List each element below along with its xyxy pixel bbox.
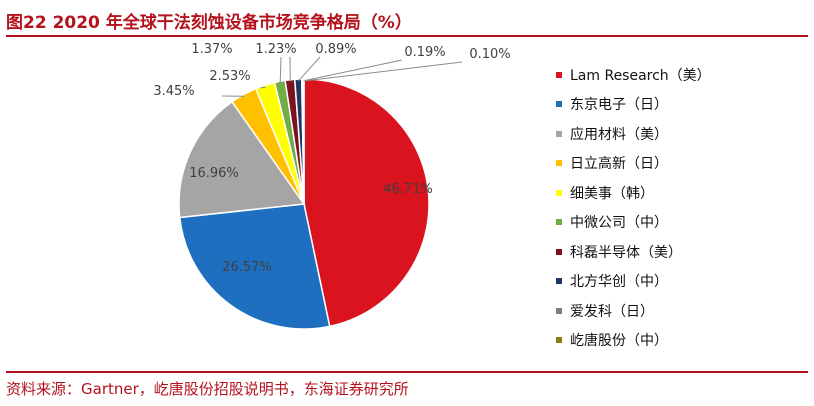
pie-chart: 46.71% 26.57% 16.96% 3.45% 2.53% 1.37% 1.23% 0.… bbox=[153, 42, 511, 330]
chart-title: 图22 2020 年全球干法刻蚀设备市场竞争格局（%） bbox=[6, 13, 412, 33]
data-label-0: 46.71% bbox=[383, 182, 433, 197]
legend-swatch bbox=[556, 160, 562, 167]
leader-line-8 bbox=[302, 59, 403, 82]
data-label-2: 16.96% bbox=[189, 166, 239, 181]
leader-line-9 bbox=[303, 61, 463, 82]
legend-swatch bbox=[556, 130, 562, 137]
legend-label: 屹唐股份（中） bbox=[570, 333, 668, 350]
legend-swatch bbox=[556, 337, 562, 344]
leader-line-4 bbox=[259, 86, 266, 89]
legend-swatch bbox=[556, 101, 562, 108]
legend-item: 日立高新（日） bbox=[556, 149, 711, 179]
legend-item: Lam Research（美） bbox=[556, 60, 711, 90]
data-label-9: 0.10% bbox=[469, 47, 510, 62]
legend-swatch bbox=[556, 219, 562, 226]
legend-swatch bbox=[556, 71, 562, 78]
footer-divider bbox=[6, 371, 808, 373]
leader-line-5 bbox=[279, 56, 282, 84]
data-label-6: 1.23% bbox=[255, 42, 296, 57]
legend-item: 屹唐股份（中） bbox=[556, 326, 711, 356]
data-label-3: 3.45% bbox=[153, 84, 194, 99]
legend-label: 爱发科（日） bbox=[570, 303, 654, 320]
legend-item: 应用材料（美） bbox=[556, 119, 711, 149]
title-divider bbox=[6, 35, 808, 37]
legend-item: 科磊半导体（美） bbox=[556, 237, 711, 267]
legend-label: 北方华创（中） bbox=[570, 274, 668, 291]
legend-swatch bbox=[556, 248, 562, 255]
pie-slice-1 bbox=[178, 203, 331, 330]
pie-slice-9 bbox=[302, 78, 305, 205]
chart-legend: Lam Research（美） 东京电子（日） 应用材料（美） 日立高新（日） 细美事（… bbox=[556, 60, 711, 355]
data-label-1: 26.57% bbox=[222, 260, 272, 275]
legend-swatch bbox=[556, 189, 562, 196]
legend-label: 应用材料（美） bbox=[570, 126, 668, 143]
legend-item: 细美事（韩） bbox=[556, 178, 711, 208]
leader-line-7 bbox=[297, 56, 321, 82]
legend-swatch bbox=[556, 278, 562, 285]
legend-swatch bbox=[556, 307, 562, 314]
legend-label: 科磊半导体（美） bbox=[570, 244, 682, 261]
data-label-7: 0.89% bbox=[315, 42, 356, 57]
legend-item: 中微公司（中） bbox=[556, 208, 711, 238]
legend-label: 日立高新（日） bbox=[570, 156, 668, 173]
legend-label: Lam Research（美） bbox=[570, 67, 711, 84]
legend-label: 东京电子（日） bbox=[570, 97, 668, 114]
pie-slice-0 bbox=[303, 78, 430, 328]
data-label-4: 2.53% bbox=[209, 69, 250, 84]
legend-item: 东京电子（日） bbox=[556, 90, 711, 120]
data-label-8: 0.19% bbox=[404, 45, 445, 60]
legend-item: 爱发科（日） bbox=[556, 296, 711, 326]
pie-slice-2 bbox=[178, 100, 306, 219]
legend-label: 中微公司（中） bbox=[570, 215, 668, 232]
legend-item: 北方华创（中） bbox=[556, 267, 711, 297]
legend-label: 细美事（韩） bbox=[570, 185, 654, 202]
source-note: 资料来源：Gartner，屹唐股份招股说明书，东海证券研究所 bbox=[6, 380, 409, 398]
data-label-5: 1.37% bbox=[191, 42, 232, 57]
